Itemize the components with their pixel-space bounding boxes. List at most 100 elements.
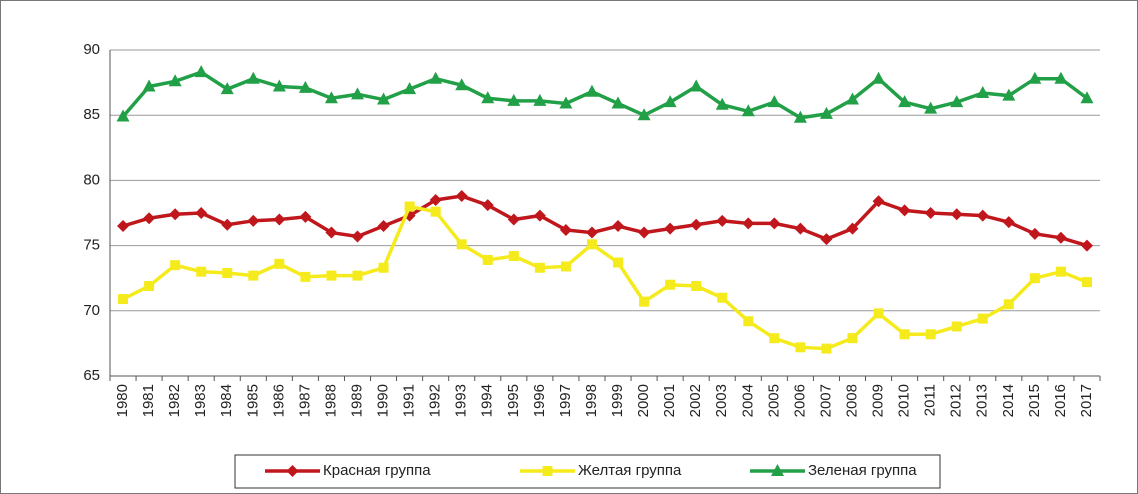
y-tick-label: 75 [83,237,100,254]
point [1081,277,1092,288]
series-line [121,70,1089,120]
x-tick-label: 1993 [453,384,470,417]
point [326,270,337,281]
point [247,214,260,227]
point [1002,88,1016,101]
point [1080,91,1094,104]
point [352,270,363,281]
point [324,91,338,104]
point [325,226,338,239]
point [351,87,364,100]
point [300,271,311,282]
point [1055,266,1066,277]
x-tick-label: 2003 [713,384,730,417]
point [429,193,442,206]
x-tick-label: 1996 [531,384,548,417]
x-tick-label: 1987 [296,384,313,417]
point [455,78,469,91]
point [560,261,571,272]
point [559,96,573,109]
x-tick-label: 1994 [479,384,496,417]
point [743,316,754,327]
point [221,218,234,231]
point [455,190,468,203]
point [898,95,912,108]
point [273,213,286,226]
point [585,84,599,97]
point [873,308,884,319]
point [950,95,964,108]
x-tick-label: 1990 [375,384,392,417]
point [950,208,963,221]
point [195,207,208,219]
point [768,217,781,230]
legend-marker [771,464,784,476]
point [351,230,364,243]
point [639,296,650,307]
point [377,220,390,233]
point [170,260,181,271]
point [819,106,833,119]
x-tick-label: 1999 [609,384,626,417]
point [378,262,389,273]
point [196,266,207,277]
point [769,333,780,344]
x-tick-label: 2011 [922,384,939,416]
point [507,93,521,106]
point [117,220,130,233]
x-tick-label: 2008 [843,384,860,417]
point [272,79,286,92]
x-tick-label: 1988 [322,384,339,417]
point [246,71,260,84]
point [220,82,234,95]
point [144,281,155,292]
x-tick-label: 2017 [1078,384,1095,417]
x-tick-label: 1991 [401,384,418,417]
point [429,71,443,84]
x-tick-label: 2006 [791,384,808,417]
point [404,201,415,212]
point [194,65,208,78]
point [638,226,651,239]
y-tick-label: 90 [83,41,100,58]
point [846,222,859,235]
point [793,110,807,123]
y-tick-label: 85 [83,106,100,123]
point [168,74,182,87]
point [612,220,625,233]
x-tick-label: 1982 [166,384,183,417]
point [847,333,858,344]
point [116,109,130,122]
point [1003,299,1014,310]
x-tick-label: 1980 [114,384,131,417]
point [586,239,597,250]
x-tick-label: 1985 [244,384,261,417]
point [767,95,781,108]
x-tick-label: 1983 [192,384,209,417]
point [846,92,859,105]
point [1028,227,1041,240]
point [248,270,259,281]
point [691,281,702,292]
point [274,258,285,269]
x-tick-label: 1997 [557,384,574,417]
x-tick-label: 2000 [635,384,652,417]
point [298,80,312,93]
point [1002,216,1015,229]
point [1028,71,1042,84]
point [534,262,545,273]
x-tick-label: 2001 [661,384,678,417]
point [508,251,519,262]
point [637,108,651,121]
point [899,329,910,340]
point [456,239,467,250]
x-tick-label: 2009 [870,384,887,417]
point [482,254,493,265]
point [507,213,520,226]
x-tick-label: 2014 [1000,384,1017,417]
y-tick-label: 65 [83,367,100,384]
x-tick-label: 2010 [896,384,913,417]
point [898,204,911,217]
